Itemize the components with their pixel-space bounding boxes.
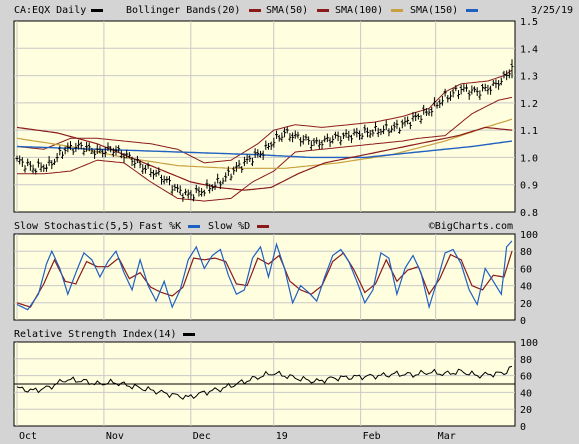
rsi-y-tick-label: 100 — [520, 338, 538, 349]
rsi-y-tick-label: 0 — [520, 422, 526, 433]
x-tick-label: 19 — [276, 431, 288, 442]
date-label: 3/25/19 — [531, 5, 573, 16]
stochastic-panel — [13, 233, 516, 321]
price-y-tick-label: 1.5 — [520, 17, 538, 28]
legend-sma100-label: SMA(100) — [335, 5, 383, 16]
copyright-label: ©BigCharts.com — [429, 221, 513, 232]
x-tick-label: Oct — [19, 431, 37, 442]
bollinger-upper-line — [16, 69, 513, 164]
legend-swatch-price — [91, 9, 103, 12]
x-tick-label: Dec — [193, 431, 211, 442]
series-layer — [14, 59, 515, 400]
legend-swatch-sma100 — [391, 9, 403, 12]
price-y-tick-label: 0.8 — [520, 208, 538, 219]
rsi-y-tick-label: 60 — [520, 372, 532, 383]
legend-swatch-bollinger — [249, 9, 261, 12]
stochastic-slowd-label: Slow %D — [208, 221, 250, 232]
price-panel — [13, 20, 516, 213]
stochastic-y-tick-label: 40 — [520, 282, 532, 293]
price-y-tick-label: 1.2 — [520, 99, 538, 110]
stochastic-y-tick-label: 80 — [520, 247, 532, 258]
price-symbol-label: CA:EQX Daily — [14, 5, 86, 16]
x-tick-label: Mar — [438, 431, 456, 442]
stochastic-title: Slow Stochastic(5,5) — [14, 221, 134, 232]
axis-layer: 1.5 1.4 1.3 1.2 1.1 1.0 0.9 0.8 100 80 60 40 20 0 100 8… — [19, 17, 538, 442]
price-y-tick-label: 1.4 — [520, 44, 538, 55]
rsi-y-tick-label: 80 — [520, 355, 532, 366]
rsi-y-tick-label: 20 — [520, 405, 532, 416]
price-y-tick-label: 1.3 — [520, 72, 538, 83]
price-y-tick-label: 1.0 — [520, 153, 538, 164]
legend-sma50-label: SMA(50) — [266, 5, 308, 16]
legend-sma150-label: SMA(150) — [410, 5, 458, 16]
legend-swatch-sma50 — [317, 9, 329, 12]
stochastic-y-tick-label: 60 — [520, 264, 532, 275]
price-y-tick-label: 0.9 — [520, 181, 538, 192]
stochastic-y-tick-label: 20 — [520, 299, 532, 310]
rsi-title: Relative Strength Index(14) — [14, 329, 177, 340]
x-tick-label: Nov — [106, 431, 124, 442]
price-y-tick-label: 1.1 — [520, 126, 538, 137]
rsi-line — [16, 365, 513, 400]
legend-swatch-slowd — [257, 225, 269, 228]
rsi-y-tick-label: 40 — [520, 388, 532, 399]
grid-layer — [14, 21, 515, 426]
legend-swatch-rsi — [183, 333, 195, 336]
stochastic-fastk-label: Fast %K — [139, 221, 181, 232]
legend-swatch-sma150 — [466, 9, 478, 12]
legend-swatch-fastk — [188, 225, 200, 228]
fast-k-line — [16, 240, 513, 311]
stochastic-y-tick-label: 100 — [520, 230, 538, 241]
bollinger-lower-line — [17, 96, 513, 202]
sma50-line — [16, 126, 513, 191]
stochastic-y-tick-label: 0 — [520, 316, 526, 327]
legend-bollinger-label: Bollinger Bands(20) — [126, 5, 240, 16]
x-tick-label: Feb — [363, 431, 381, 442]
